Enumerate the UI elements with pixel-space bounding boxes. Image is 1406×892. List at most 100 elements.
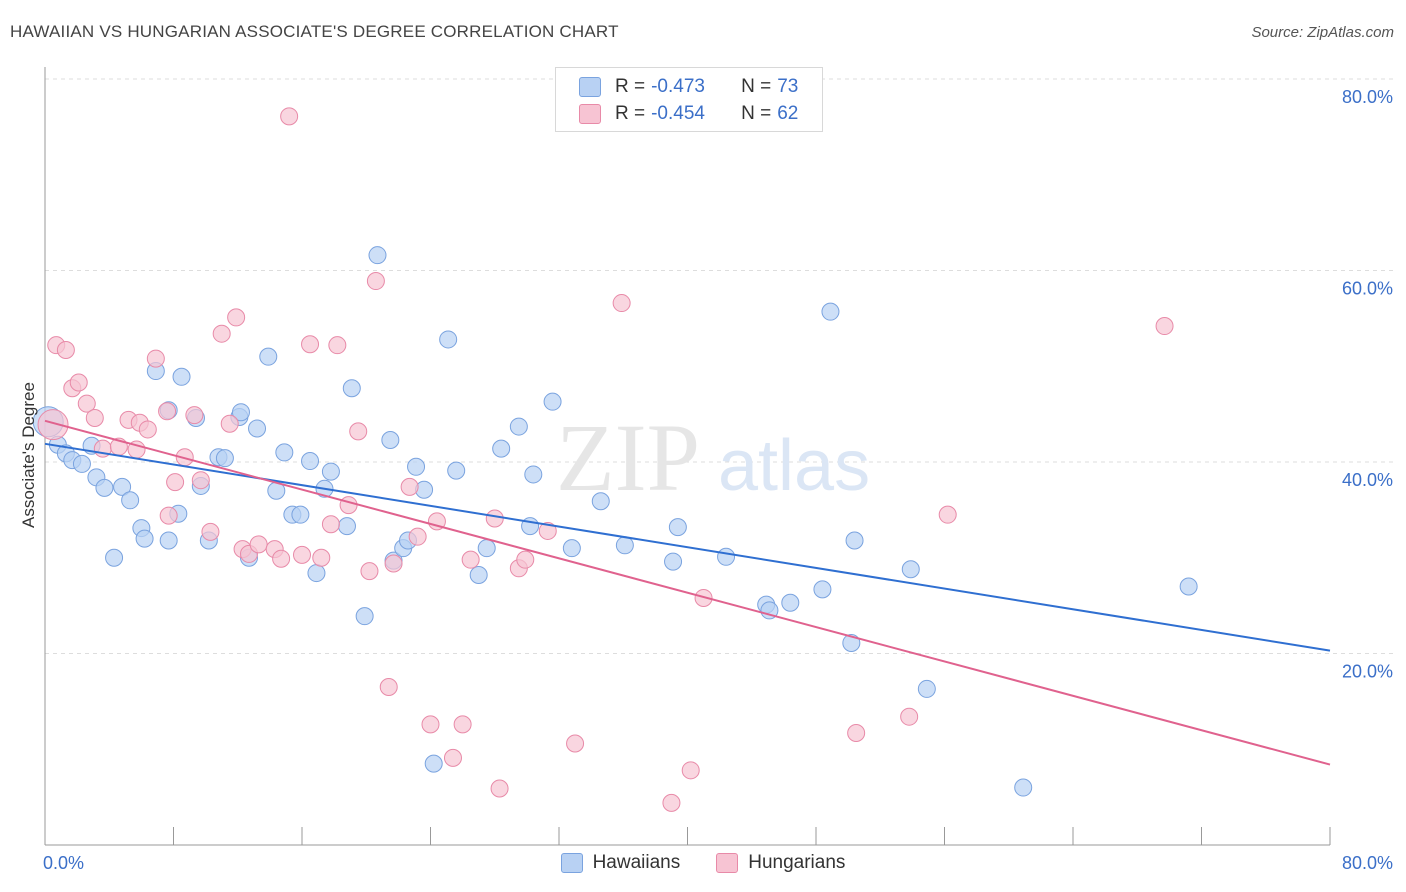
- r-label: R =: [615, 76, 646, 97]
- hungarians-point: [566, 734, 585, 753]
- watermark-atlas: atlas: [718, 426, 870, 506]
- watermark-zip: ZIP: [556, 404, 700, 511]
- legend-label: Hawaiians: [592, 852, 681, 873]
- hungarians-point: [77, 394, 96, 413]
- hungarians-point: [453, 715, 472, 734]
- hungarians-point: [384, 554, 403, 573]
- hawaiians-point: [760, 601, 779, 620]
- hungarians-point: [201, 522, 220, 541]
- r-label: R =: [615, 103, 646, 124]
- hawaiians-point: [172, 367, 191, 386]
- hawaiians-point: [231, 403, 250, 422]
- hungarians-point: [312, 548, 331, 567]
- hungarians-point: [158, 402, 177, 421]
- hungarians-point: [461, 550, 480, 569]
- hungarians-point: [490, 779, 509, 798]
- trend-lines: [44, 419, 1331, 766]
- hawaiians-point: [307, 564, 326, 583]
- hungarians-point: [191, 471, 210, 490]
- hungarians-point: [1155, 317, 1174, 336]
- hungarians-point: [85, 408, 104, 427]
- y-axis-label: Associate's Degree: [19, 382, 38, 528]
- hungarians-point: [538, 521, 557, 540]
- hungarians-point: [280, 107, 299, 126]
- hungarians-point: [212, 324, 231, 343]
- legend-item-hungarians[interactable]: Hungarians: [716, 852, 845, 874]
- hungarians-point: [408, 527, 427, 546]
- hawaiians-point: [1179, 577, 1198, 596]
- hawaiians-point: [337, 517, 356, 536]
- hawaiians-point: [1014, 778, 1033, 797]
- hawaiians-point: [524, 465, 543, 484]
- hawaiians-point: [248, 419, 267, 438]
- hawaiians-point: [275, 443, 294, 462]
- hungarians-point: [379, 678, 398, 697]
- hungarians-point: [69, 373, 88, 392]
- hawaiians-point: [781, 593, 800, 612]
- hawaiians-point: [813, 580, 832, 599]
- hungarians-point: [938, 505, 957, 524]
- hungarians-point: [227, 308, 246, 327]
- hungarians-point: [847, 723, 866, 742]
- hungarians-point: [37, 409, 69, 441]
- hungarians-point: [159, 506, 178, 525]
- source-label: Source: ZipAtlas.com: [1251, 24, 1394, 41]
- hawaiians-point: [477, 539, 496, 558]
- hungarians-point: [328, 336, 347, 355]
- hawaiians-point: [668, 518, 687, 537]
- hungarians-point: [138, 420, 157, 439]
- hungarians-point: [349, 422, 368, 441]
- hungarians-point: [360, 562, 379, 581]
- hawaiians-point: [121, 491, 140, 510]
- hungarians-point: [443, 748, 462, 767]
- legend-row-hungarians: R = -0.454 N = 62: [556, 101, 798, 127]
- hawaiians-point: [901, 560, 920, 579]
- hawaiians-point: [492, 439, 511, 458]
- hawaiians-point: [301, 452, 320, 471]
- hawaiians-point: [447, 461, 466, 480]
- hawaiians-point: [215, 449, 234, 468]
- hawaiians-point: [615, 536, 634, 555]
- y-tick-label: 20.0%: [1342, 662, 1393, 682]
- hawaiians-point: [95, 478, 114, 497]
- chart-title: HAWAIIAN VS HUNGARIAN ASSOCIATE'S DEGREE…: [10, 22, 619, 41]
- hawaiians-point: [72, 454, 91, 473]
- hungarians-point: [339, 496, 358, 515]
- hawaiians-point: [105, 548, 124, 567]
- tick-labels: 20.0% 40.0% 60.0% 80.0% 0.0% 80.0%: [43, 87, 1393, 873]
- hawaiians-point: [321, 462, 340, 481]
- hawaiians-point: [424, 754, 443, 773]
- hungarians-trend-line: [44, 419, 1331, 766]
- hungarians-point: [56, 340, 75, 359]
- hawaiians-point: [355, 607, 374, 626]
- hungarians-point: [220, 414, 239, 433]
- r-value: -0.454: [651, 103, 705, 124]
- hawaiians-point: [821, 302, 840, 321]
- hungarians-point: [366, 272, 385, 291]
- hawaiians-swatch: [579, 77, 601, 97]
- n-label: N =: [741, 76, 772, 97]
- hawaiians-point: [259, 347, 278, 366]
- legend-item-hawaiians[interactable]: Hawaiians: [560, 852, 681, 874]
- hungarians-point: [185, 406, 204, 425]
- hawaiians-point: [664, 552, 683, 571]
- hawaiians-point: [135, 529, 154, 548]
- axes: [44, 67, 1331, 846]
- hawaiians-point: [717, 547, 736, 566]
- hungarians-point: [421, 715, 440, 734]
- hungarians-point: [485, 509, 504, 528]
- stats-legend: R = -0.473 N = 73 R = -0.454 N = 62: [555, 67, 823, 132]
- x-tick-label: 0.0%: [43, 853, 84, 873]
- n-value: 73: [777, 76, 799, 97]
- hungarians-point: [427, 512, 446, 531]
- hungarians-point: [301, 335, 320, 354]
- hawaiians-point: [439, 330, 458, 349]
- hawaiians-point: [591, 492, 610, 511]
- x-tick-label: 80.0%: [1342, 853, 1393, 873]
- hungarians-point: [400, 477, 419, 496]
- y-tick-label: 80.0%: [1342, 87, 1393, 107]
- hawaiians-point: [381, 430, 400, 449]
- y-tick-label: 40.0%: [1342, 470, 1393, 490]
- hungarians-point: [612, 294, 631, 313]
